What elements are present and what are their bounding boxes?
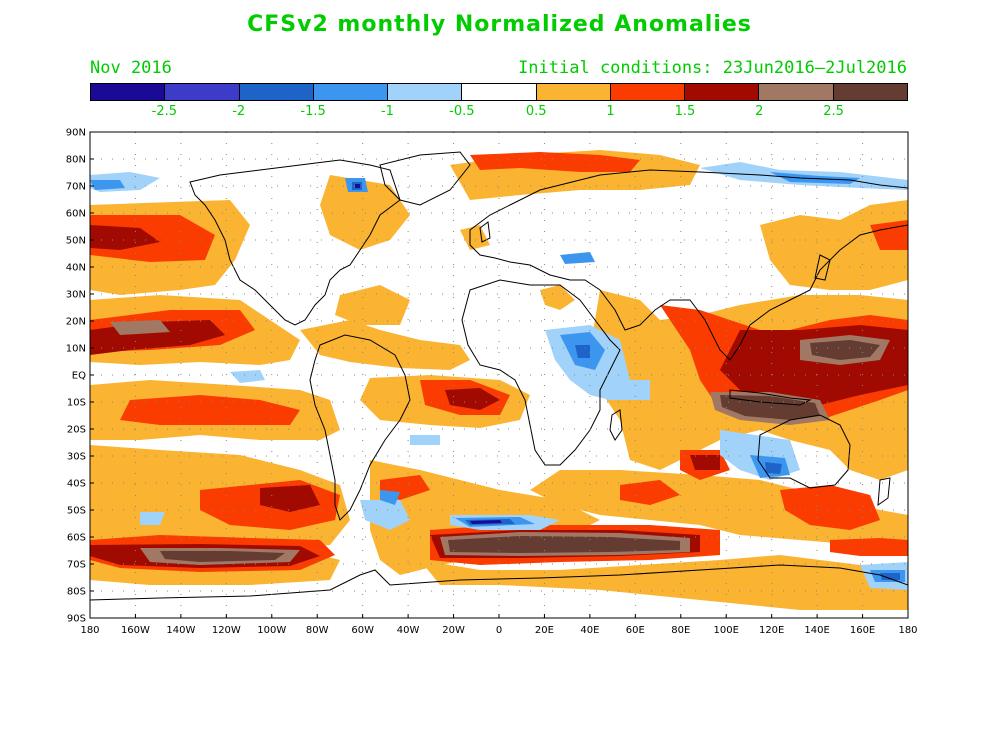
latitude-tick-label: 80N — [66, 155, 86, 166]
longitude-tick-label: 180 — [80, 625, 99, 636]
eurasia-outline — [469, 169, 908, 361]
latitude-tick-label: 60S — [67, 533, 86, 544]
colorbar-swatch — [833, 84, 907, 100]
colorbar-swatch — [388, 84, 463, 100]
colorbar-swatch — [610, 84, 686, 100]
longitude-tick-label: 140E — [804, 625, 829, 636]
colorbar-swatch — [685, 84, 760, 100]
latitude-tick-label: 50S — [67, 506, 86, 517]
latitude-tick-label: 70S — [67, 560, 86, 571]
colorbar-tick-label: 1 — [606, 104, 615, 119]
graticule — [90, 132, 908, 618]
japan-outline — [814, 254, 831, 281]
latitude-tick-label: 30S — [67, 452, 86, 463]
new-zealand-outline — [877, 477, 891, 507]
colorbar-tick-label: 0.5 — [525, 104, 547, 119]
colorbar-swatch — [536, 84, 611, 100]
latitude-tick-label: 10S — [67, 398, 86, 409]
madagascar-outline — [609, 409, 623, 441]
colorbar-swatch — [165, 84, 240, 100]
colorbar-swatch — [759, 84, 834, 100]
latitude-tick-label: 50N — [66, 236, 86, 247]
latitude-tick-label: 20N — [66, 317, 86, 328]
longitude-tick-label: 60E — [626, 625, 645, 636]
colorbar-swatch — [91, 84, 166, 100]
longitude-tick-label: 0 — [496, 625, 502, 636]
colorbar-swatch — [239, 84, 314, 100]
latitude-tick-label: 90S — [67, 614, 86, 625]
colorbar-tick-label: -1 — [380, 104, 394, 119]
longitude-tick-label: 80W — [306, 625, 329, 636]
longitude-tick-label: 180 — [898, 625, 917, 636]
longitude-tick-label: 80E — [671, 625, 690, 636]
latitude-tick-label: 20S — [67, 425, 86, 436]
anomaly-blue — [90, 172, 905, 582]
longitude-tick-label: 100W — [257, 625, 286, 636]
longitude-tick-label: 20E — [535, 625, 554, 636]
south-america-outline — [309, 334, 411, 521]
latitude-tick-label: 40N — [66, 263, 86, 274]
anomaly-darkblue — [355, 184, 502, 524]
longitude-tick-label: 140W — [166, 625, 195, 636]
initial-conditions-label: Initial conditions: 23Jun2016–2Jul2016 — [518, 58, 907, 78]
longitude-tick-label: 100E — [714, 625, 739, 636]
north-america-outline — [189, 159, 401, 326]
uk-outline — [479, 221, 491, 243]
longitude-tick-label: 160W — [121, 625, 150, 636]
longitude-tick-label: 120E — [759, 625, 784, 636]
colorbar-tick-label: 2.5 — [823, 104, 844, 119]
africa-outline — [461, 279, 621, 466]
colorbar — [90, 83, 908, 101]
colorbar-swatch — [313, 84, 389, 100]
longitude-tick-label: 160E — [850, 625, 875, 636]
latitude-tick-label: EQ — [72, 371, 86, 382]
latitude-tick-label: 60N — [66, 209, 86, 220]
latitude-tick-label: 10N — [66, 344, 86, 355]
anomaly-field — [90, 150, 908, 610]
longitude-tick-label: 60W — [351, 625, 374, 636]
latitude-tick-label: 30N — [66, 290, 86, 301]
colorbar-tick-label: -1.5 — [300, 104, 326, 119]
coastlines — [90, 151, 908, 601]
colorbar-tick-label: -0.5 — [449, 104, 475, 119]
australia-outline — [757, 414, 851, 489]
colorbar-tick-label: 2 — [755, 104, 764, 119]
colorbar-tick-label: -2.5 — [151, 104, 178, 119]
longitude-tick-label: 40W — [397, 625, 420, 636]
antarctica-outline — [90, 564, 908, 601]
latitude-tick-label: 70N — [66, 182, 86, 193]
longitude-tick-label: 120W — [212, 625, 241, 636]
valid-month-label: Nov 2016 — [90, 58, 172, 78]
latitude-tick-label: 90N — [66, 128, 86, 139]
latitude-tick-label: 80S — [67, 587, 86, 598]
latitude-tick-label: 40S — [67, 479, 86, 490]
colorbar-tick-label: -2 — [232, 104, 246, 119]
greenland-outline — [379, 151, 471, 206]
longitude-tick-label: 40E — [580, 625, 599, 636]
colorbar-swatch — [462, 84, 537, 100]
chart-title: CFSv2 monthly Normalized Anomalies — [247, 12, 752, 37]
anomaly-darkbrown — [160, 340, 880, 562]
longitude-axis: 180 160W 140W 120W 100W 80W 60W 40W 20W 0 20E 40E 60… — [80, 614, 918, 636]
longitude-tick-label: 20W — [442, 625, 465, 636]
colorbar-tick-label: 1.5 — [674, 104, 696, 119]
latitude-axis: 90N 80N 70N 60N 50N 40N 30N 20N 10N EQ 10S 20S 30S 40… — [66, 128, 94, 625]
